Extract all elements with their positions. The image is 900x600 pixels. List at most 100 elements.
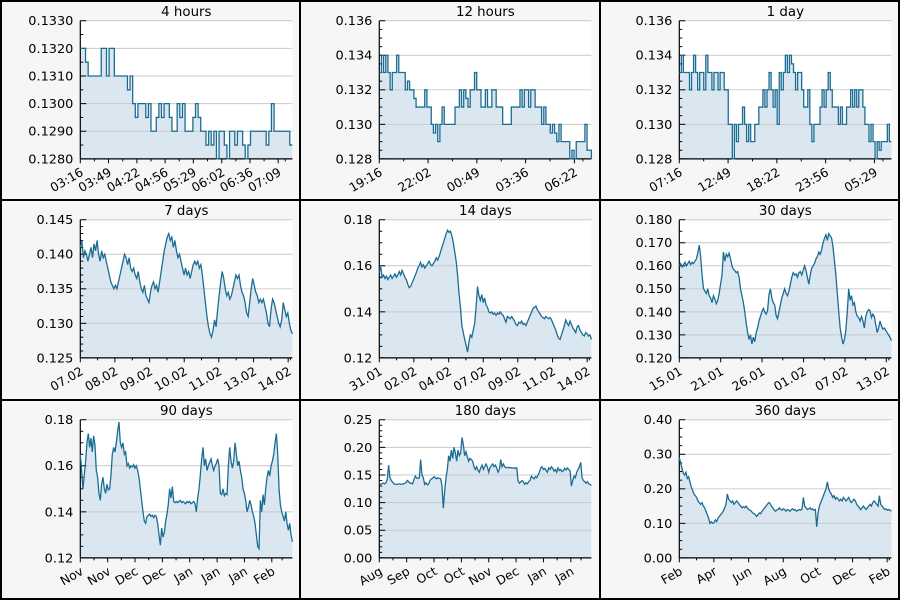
chart-title: 1 day <box>766 5 803 20</box>
svg-text:Oct: Oct <box>442 564 468 587</box>
svg-text:0.1320: 0.1320 <box>28 42 73 57</box>
svg-text:Dec: Dec <box>140 564 168 588</box>
svg-text:Feb: Feb <box>251 564 277 587</box>
svg-text:15.01: 15.01 <box>647 364 685 394</box>
chart-30-days: 0.120 0.130 0.140 0.150 0.160 0.170 0.180 15.01… <box>635 204 892 394</box>
svg-text:0.1290: 0.1290 <box>28 125 73 140</box>
chart-title: 14 days <box>459 204 512 219</box>
svg-text:Aug: Aug <box>357 564 385 588</box>
svg-text:0.25: 0.25 <box>344 413 373 428</box>
svg-text:04.02: 04.02 <box>417 364 455 394</box>
svg-text:0.136: 0.136 <box>336 14 373 29</box>
svg-text:08.02: 08.02 <box>83 364 121 394</box>
svg-text:0.150: 0.150 <box>635 283 672 298</box>
svg-text:0.18: 0.18 <box>45 413 74 428</box>
svg-text:0.12: 0.12 <box>344 352 373 367</box>
svg-text:0.40: 0.40 <box>643 413 672 428</box>
svg-text:0.130: 0.130 <box>336 118 373 133</box>
svg-text:0.18: 0.18 <box>344 214 373 229</box>
svg-text:03:36: 03:36 <box>493 165 531 195</box>
svg-text:0.134: 0.134 <box>336 49 373 64</box>
svg-text:18:22: 18:22 <box>744 165 782 195</box>
svg-text:Nov: Nov <box>85 564 113 588</box>
svg-text:09.02: 09.02 <box>117 364 155 394</box>
svg-text:Nov: Nov <box>58 564 86 588</box>
svg-text:0.128: 0.128 <box>635 152 672 167</box>
svg-text:0.00: 0.00 <box>344 551 373 566</box>
chart-title: 360 days <box>754 403 815 418</box>
svg-text:0.10: 0.10 <box>344 496 373 511</box>
svg-text:Oct: Oct <box>414 564 440 587</box>
svg-text:0.132: 0.132 <box>336 83 373 98</box>
svg-text:06:22: 06:22 <box>542 165 580 195</box>
chart-360-days: 0.00 0.10 0.20 0.30 0.40 Feb Apr Jun Aug Oct Dec Fe… <box>643 403 892 588</box>
svg-text:0.20: 0.20 <box>643 482 672 497</box>
svg-text:13.02: 13.02 <box>221 364 259 394</box>
svg-text:0.14: 0.14 <box>344 306 373 321</box>
svg-text:Jan: Jan <box>552 564 576 586</box>
svg-text:0.180: 0.180 <box>635 214 672 229</box>
svg-text:0.05: 0.05 <box>344 523 373 538</box>
svg-text:0.130: 0.130 <box>635 118 672 133</box>
svg-text:23:56: 23:56 <box>793 165 831 195</box>
chart-panel-7-days: 0.125 0.130 0.135 0.140 0.145 07.02 08.02 09.02… <box>2 201 300 399</box>
svg-text:0.120: 0.120 <box>635 352 672 367</box>
svg-text:14.02: 14.02 <box>256 364 294 394</box>
svg-text:00:49: 00:49 <box>445 165 483 195</box>
chart-1-day: 0.128 0.130 0.132 0.134 0.136 07:16 12:49 18:22… <box>635 5 892 195</box>
svg-text:Dec: Dec <box>494 564 522 588</box>
chart-panel-30-days: 0.120 0.130 0.140 0.150 0.160 0.170 0.180 15.01… <box>600 201 898 399</box>
svg-text:0.140: 0.140 <box>635 306 672 321</box>
svg-text:22:02: 22:02 <box>396 165 434 195</box>
svg-text:12:49: 12:49 <box>695 165 733 195</box>
svg-text:0.130: 0.130 <box>635 329 672 344</box>
svg-text:05:29: 05:29 <box>842 165 880 195</box>
svg-text:0.134: 0.134 <box>635 49 672 64</box>
svg-text:Feb: Feb <box>658 564 684 587</box>
svg-text:Dec: Dec <box>113 564 141 588</box>
svg-text:0.12: 0.12 <box>45 551 74 566</box>
svg-text:Jan: Jan <box>525 564 549 586</box>
svg-text:11.02: 11.02 <box>521 364 559 394</box>
svg-text:0.10: 0.10 <box>643 516 672 531</box>
chart-panel-1-day: 0.128 0.130 0.132 0.134 0.136 07:16 12:49 18:22… <box>600 2 898 200</box>
svg-text:0.20: 0.20 <box>344 440 373 455</box>
svg-text:Jan: Jan <box>225 564 249 586</box>
svg-text:Dec: Dec <box>830 564 858 588</box>
chart-title: 180 days <box>455 403 516 418</box>
svg-text:01.02: 01.02 <box>771 364 809 394</box>
svg-text:07.02: 07.02 <box>451 364 489 394</box>
svg-text:0.130: 0.130 <box>36 317 73 332</box>
svg-text:Apr: Apr <box>693 563 719 586</box>
chart-panel-180-days: 0.00 0.05 0.10 0.15 0.20 0.25 Aug Sep Oct Oct Nov D… <box>301 400 599 598</box>
svg-text:07:16: 07:16 <box>646 165 684 195</box>
svg-text:0.1300: 0.1300 <box>28 97 73 112</box>
chart-panel-90-days: 0.12 0.14 0.16 0.18 Nov Nov Dec Dec Jan Jan Jan Feb… <box>2 400 300 598</box>
chart-panel-4-hours: 0.1280 0.1290 0.1300 0.1310 0.1320 0.1330 03:1… <box>2 2 300 200</box>
svg-text:11.02: 11.02 <box>187 364 225 394</box>
svg-text:13.02: 13.02 <box>854 364 892 394</box>
svg-text:0.16: 0.16 <box>45 459 74 474</box>
svg-text:Sep: Sep <box>385 564 412 588</box>
svg-text:0.14: 0.14 <box>45 505 74 520</box>
chart-panel-12-hours: 0.128 0.130 0.132 0.134 0.136 19:16 22:02 00:49… <box>301 2 599 200</box>
svg-text:0.170: 0.170 <box>635 237 672 252</box>
svg-text:0.128: 0.128 <box>336 152 373 167</box>
svg-text:07.02: 07.02 <box>48 364 86 394</box>
svg-text:14.02: 14.02 <box>555 364 593 394</box>
svg-text:21.01: 21.01 <box>688 364 726 394</box>
chart-7-days: 0.125 0.130 0.135 0.140 0.145 07.0208.0209.02… <box>36 204 294 394</box>
chart-title: 30 days <box>759 204 812 219</box>
svg-text:09.02: 09.02 <box>486 364 524 394</box>
svg-text:Jan: Jan <box>198 564 222 586</box>
chart-panel-360-days: 0.00 0.10 0.20 0.30 0.40 Feb Apr Jun Aug Oct Dec Fe… <box>600 400 898 598</box>
svg-text:0.160: 0.160 <box>635 260 672 275</box>
svg-text:0.00: 0.00 <box>643 551 672 566</box>
chart-14-days: 0.12 0.14 0.16 0.18 31.0102.0204.0207.0209.0… <box>344 204 593 394</box>
svg-text:0.1310: 0.1310 <box>28 69 73 84</box>
svg-text:07:09: 07:09 <box>246 165 284 195</box>
svg-text:0.15: 0.15 <box>344 468 373 483</box>
svg-text:Aug: Aug <box>760 564 788 588</box>
